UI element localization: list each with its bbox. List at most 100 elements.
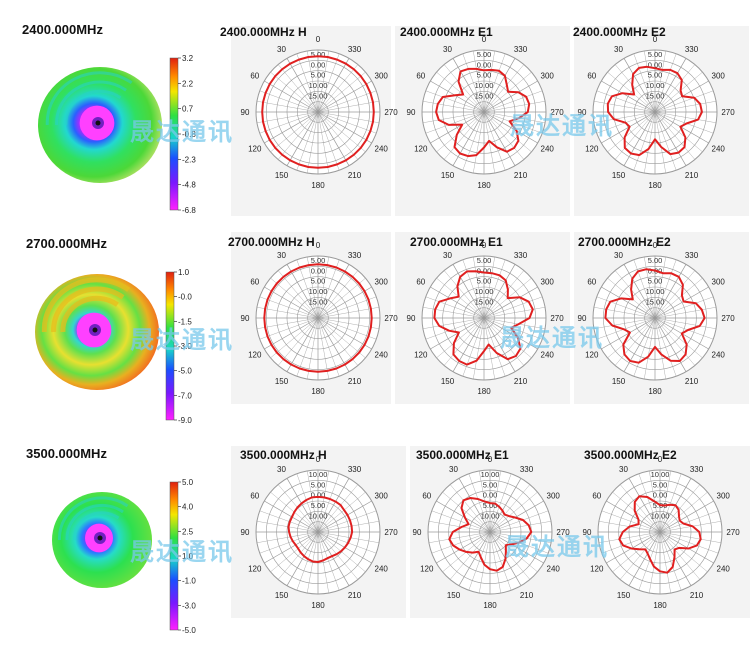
heatmap-streak — [41, 277, 131, 333]
ring-label: 15.00 — [646, 91, 665, 100]
polar-spoke — [489, 531, 538, 573]
colorbar-tick-label: -7.0 — [178, 391, 192, 400]
angle-label: 330 — [514, 251, 528, 260]
ring-label: 5.00 — [648, 50, 663, 59]
angle-label: 270 — [721, 314, 735, 323]
angle-label: 210 — [520, 591, 534, 600]
angle-label: 180 — [648, 181, 662, 190]
heatmap-streak — [65, 503, 124, 541]
polar-spoke — [462, 53, 485, 113]
angle-label: 180 — [311, 601, 325, 610]
angle-label: 30 — [449, 465, 458, 474]
polar-spoke — [489, 491, 538, 533]
polar-spoke — [659, 473, 682, 533]
polar-spoke — [264, 80, 319, 113]
polar-spoke — [462, 111, 485, 171]
angle-label: 270 — [721, 108, 735, 117]
polar-spoke — [317, 64, 359, 113]
polar-spoke — [430, 80, 485, 113]
polar-plot-title: 2700.000MHz E1 — [410, 235, 503, 249]
angle-label: 120 — [248, 351, 262, 360]
angle-label: 150 — [275, 171, 289, 180]
polar-spoke — [623, 264, 656, 319]
polar-spoke — [270, 317, 319, 359]
colorbar-tick-label: -5.0 — [178, 367, 192, 376]
polar-spoke — [317, 296, 377, 319]
polar-spoke — [317, 259, 340, 319]
polar-spoke — [317, 71, 366, 113]
angle-label: 90 — [241, 314, 250, 323]
colorbar-tick-label: -3.0 — [182, 601, 196, 610]
polar-spoke — [654, 317, 666, 380]
colorbar-tick-label: 1.0 — [182, 552, 194, 561]
frequency-label: 2400.000MHz — [22, 22, 103, 37]
polar-spoke — [277, 531, 319, 580]
polar-spoke — [614, 317, 656, 366]
ring-label: 5.00 — [477, 50, 492, 59]
pattern-curve — [604, 268, 706, 364]
angle-label: 180 — [483, 601, 497, 610]
angle-label: 330 — [520, 465, 534, 474]
polar-spoke — [307, 531, 319, 594]
angle-label: 300 — [375, 492, 389, 501]
polar-spoke — [296, 259, 319, 319]
angle-label: 0 — [482, 35, 487, 44]
polar-spoke — [259, 531, 319, 554]
angle-label: 330 — [348, 45, 362, 54]
polar-spoke — [425, 90, 485, 113]
polar-spoke — [593, 317, 656, 329]
pattern-curve — [606, 65, 703, 157]
polar-spoke — [264, 531, 319, 564]
frequency-label: 2700.000MHz — [26, 236, 107, 251]
polar-spoke — [483, 259, 506, 319]
polar-spoke — [256, 111, 319, 123]
angle-label: 180 — [311, 387, 325, 396]
colorbar-tick-label: 1.0 — [178, 268, 190, 277]
ring-label: 10.00 — [651, 470, 670, 479]
ring-label: 0.00 — [311, 266, 326, 275]
ring-label: 5.00 — [311, 256, 326, 265]
angle-label: 300 — [375, 72, 389, 81]
angle-label: 270 — [384, 314, 398, 323]
polar-spoke — [489, 531, 544, 564]
ring-label: 0.00 — [311, 491, 326, 500]
polar-spoke — [259, 111, 319, 134]
heatmap-3d — [35, 274, 159, 390]
polar-spoke — [425, 111, 485, 134]
polar-spoke — [607, 111, 656, 153]
angle-label: 0 — [316, 35, 321, 44]
polar-spoke — [489, 531, 552, 543]
polar-spoke — [317, 473, 340, 533]
pattern-curve — [448, 497, 533, 572]
polar-spoke — [317, 531, 350, 586]
polar-spoke — [317, 317, 372, 350]
polar-spoke — [654, 317, 717, 329]
ring-label: 5.00 — [648, 277, 663, 286]
angle-label: 240 — [375, 565, 389, 574]
heatmap-streak — [64, 89, 122, 126]
polar-spoke — [638, 473, 661, 533]
polar-spoke — [619, 484, 661, 533]
polar-plot: 3500.000MHz E10 30 60 90 120 150 180 210 240 270 3… — [413, 448, 571, 610]
heatmap-null-dot — [97, 535, 103, 541]
angle-label: 120 — [248, 565, 262, 574]
polar-spoke — [659, 491, 708, 533]
angle-label: 210 — [514, 377, 528, 386]
polar-spoke — [654, 90, 714, 113]
angle-label: 210 — [514, 171, 528, 180]
colorbar-tick-label: -1.0 — [182, 577, 196, 586]
ring-label: 15.00 — [309, 297, 328, 306]
angle-label: 150 — [447, 591, 461, 600]
polar-spoke — [489, 531, 531, 580]
polar-spoke — [317, 111, 350, 166]
polar-spoke — [296, 531, 319, 591]
polar-spoke — [654, 111, 703, 153]
polar-spoke — [483, 317, 516, 372]
polar-spoke — [286, 264, 319, 319]
polar-spoke — [483, 58, 516, 113]
polar-spoke — [286, 111, 319, 166]
polar-plot: 2400.000MHz H 0 30 60 90 120 150 180 210 240 270 30… — [220, 25, 398, 190]
polar-spoke — [307, 256, 319, 319]
polar-spoke — [468, 531, 491, 591]
